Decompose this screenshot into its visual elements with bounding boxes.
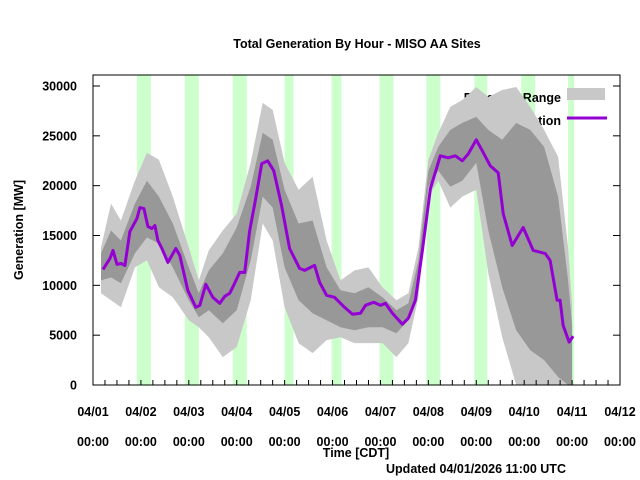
- x-tick-label-date: 04/03: [173, 405, 204, 419]
- x-tick-label-time: 00:00: [508, 435, 540, 449]
- x-tick-label-date: 04/09: [461, 405, 492, 419]
- x-tick-label-time: 00:00: [556, 435, 588, 449]
- x-tick-label-date: 04/02: [125, 405, 156, 419]
- x-tick-label-time: 00:00: [364, 435, 396, 449]
- y-tick-labels: 0 5000 10000 15000 20000 25000 30000: [42, 80, 77, 393]
- y-axis-label: Generation [MW]: [12, 180, 26, 280]
- daylight-highlight: [184, 75, 199, 385]
- x-tick-label-time: 00:00: [412, 435, 444, 449]
- x-tick-label-date: 04/10: [509, 405, 540, 419]
- x-tick-label-date: 04/04: [221, 405, 252, 419]
- y-tick-label: 30000: [42, 80, 77, 94]
- x-tick-label-date: 04/01: [77, 405, 108, 419]
- expected-range-bands: [101, 87, 573, 386]
- y-tick-label: 0: [70, 379, 77, 393]
- x-tick-label-date: 04/08: [413, 405, 444, 419]
- y-tick-label: 20000: [42, 179, 77, 193]
- x-tick-label-time: 00:00: [604, 435, 636, 449]
- x-tick-label-date: 04/06: [317, 405, 348, 419]
- x-tick-labels: 04/01 00:00 04/02 00:00 04/03 00:00 04/04 00:00…: [77, 405, 636, 449]
- y-tick-label: 5000: [49, 329, 77, 343]
- x-tick-label-time: 00:00: [125, 435, 157, 449]
- expected-range-inner-band: [101, 116, 573, 386]
- x-tick-label-date: 04/05: [269, 405, 300, 419]
- x-tick-label-date: 04/11: [557, 405, 588, 419]
- generation-line: [101, 138, 575, 344]
- y-tick-label: 10000: [42, 279, 77, 293]
- x-tick-label-date: 04/07: [365, 405, 396, 419]
- chart-title: Total Generation By Hour - MISO AA Sites: [233, 37, 481, 51]
- x-tick-label-time: 00:00: [317, 435, 349, 449]
- daylight-highlight: [426, 75, 441, 385]
- x-axis-label: Time [CDT]: [323, 446, 389, 460]
- daylight-highlight: [568, 75, 575, 385]
- y-tick-label: 25000: [42, 129, 77, 143]
- generation-series: [101, 138, 575, 344]
- legend-swatch-expected-range: [567, 88, 605, 100]
- x-tick-label-time: 00:00: [269, 435, 301, 449]
- axes: [92, 74, 621, 386]
- x-tick-label-time: 00:00: [173, 435, 205, 449]
- x-tick-label-time: 00:00: [77, 435, 109, 449]
- y-tick-label: 15000: [42, 229, 77, 243]
- x-tick-label-time: 00:00: [460, 435, 492, 449]
- x-tick-label-time: 00:00: [221, 435, 253, 449]
- daylight-highlight: [331, 75, 342, 385]
- updated-timestamp: Updated 04/01/2026 11:00 UTC: [386, 462, 566, 476]
- x-tick-label-date: 04/12: [604, 405, 635, 419]
